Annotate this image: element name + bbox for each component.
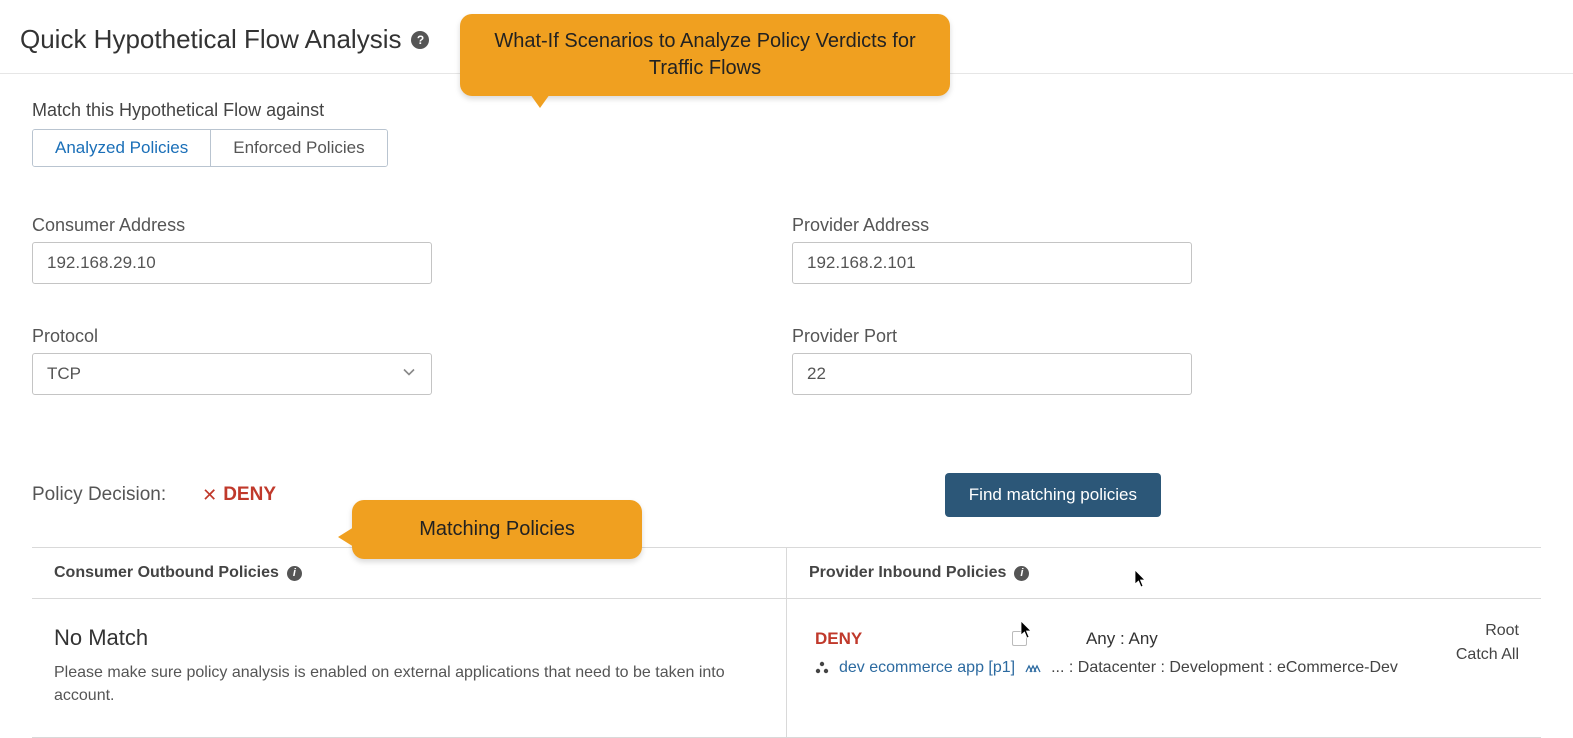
consumer-address-input[interactable]: 192.168.29.10 (32, 242, 432, 284)
consumer-address-field: Consumer Address 192.168.29.10 (32, 215, 432, 284)
callout-whatif-text: What-If Scenarios to Analyze Policy Verd… (494, 30, 915, 79)
policy-panels: Consumer Outbound Policies i No Match Pl… (32, 547, 1541, 738)
provider-address-field: Provider Address 192.168.2.101 (792, 215, 1192, 284)
find-matching-policies-button[interactable]: Find matching policies (945, 473, 1161, 517)
provider-port-label: Provider Port (792, 326, 1192, 347)
inbound-policy-row[interactable]: DENY Any : Any (815, 629, 1519, 649)
protocol-value: TCP (47, 364, 81, 384)
tab-enforced-policies[interactable]: Enforced Policies (210, 130, 386, 166)
provider-port-field: Provider Port 22 (792, 326, 1192, 395)
info-icon[interactable]: i (287, 566, 302, 581)
provider-inbound-panel: Provider Inbound Policies i Root Catch A… (786, 548, 1541, 738)
provider-address-input[interactable]: 192.168.2.101 (792, 242, 1192, 284)
provider-address-value: 192.168.2.101 (807, 253, 916, 273)
callout-whatif: What-If Scenarios to Analyze Policy Verd… (460, 14, 950, 96)
inbound-meta: Root Catch All (1456, 619, 1519, 667)
provider-inbound-header: Provider Inbound Policies i (787, 548, 1541, 599)
inbound-anyany: Any : Any (1086, 629, 1158, 648)
protocol-select[interactable]: TCP (32, 353, 432, 395)
inbound-verdict: DENY (815, 629, 862, 649)
consumer-outbound-panel: Consumer Outbound Policies i No Match Pl… (32, 548, 786, 738)
policy-decision-verdict: ✕ DENY (202, 484, 276, 506)
provider-port-value: 22 (807, 364, 826, 384)
form-area: Match this Hypothetical Flow against Ana… (0, 74, 1573, 738)
policy-decision-verdict-text: DENY (223, 484, 276, 506)
inbound-app-link[interactable]: dev ecommerce app [p1] (839, 659, 1015, 677)
provider-port-input[interactable]: 22 (792, 353, 1192, 395)
info-icon[interactable]: i (1014, 566, 1029, 581)
inbound-scope-row: dev ecommerce app [p1] ... : Datacenter … (815, 659, 1519, 677)
inbound-meta-catchall: Catch All (1456, 643, 1519, 667)
no-match-title: No Match (54, 625, 764, 651)
consumer-address-label: Consumer Address (32, 215, 432, 236)
consumer-outbound-title: Consumer Outbound Policies (54, 564, 279, 582)
inbound-meta-root: Root (1456, 619, 1519, 643)
inbound-scope-text: ... : Datacenter : Development : eCommer… (1051, 659, 1398, 677)
page-title: Quick Hypothetical Flow Analysis (20, 24, 401, 55)
callout-tail-icon (530, 94, 550, 108)
provider-address-label: Provider Address (792, 215, 1192, 236)
scope-icon (1025, 662, 1041, 674)
protocol-field: Protocol TCP (32, 326, 432, 395)
match-against-label: Match this Hypothetical Flow against (32, 100, 1541, 121)
chevron-down-icon (401, 364, 417, 385)
provider-inbound-title: Provider Inbound Policies (809, 564, 1006, 582)
callout-tail-icon (338, 527, 354, 547)
inbound-checkbox[interactable] (1012, 631, 1027, 646)
callout-matching: Matching Policies (352, 500, 642, 559)
policy-decision-label: Policy Decision: (32, 484, 166, 506)
policy-tabs: Analyzed Policies Enforced Policies (32, 129, 388, 167)
tab-analyzed-policies[interactable]: Analyzed Policies (33, 130, 210, 166)
protocol-label: Protocol (32, 326, 432, 347)
help-icon[interactable]: ? (411, 31, 429, 49)
callout-matching-text: Matching Policies (419, 518, 575, 540)
cluster-icon (815, 661, 829, 675)
consumer-address-value: 192.168.29.10 (47, 253, 156, 273)
deny-x-icon: ✕ (202, 485, 217, 506)
no-match-text: Please make sure policy analysis is enab… (54, 661, 764, 707)
policy-decision-row: Policy Decision: ✕ DENY Find matching po… (32, 473, 1541, 517)
